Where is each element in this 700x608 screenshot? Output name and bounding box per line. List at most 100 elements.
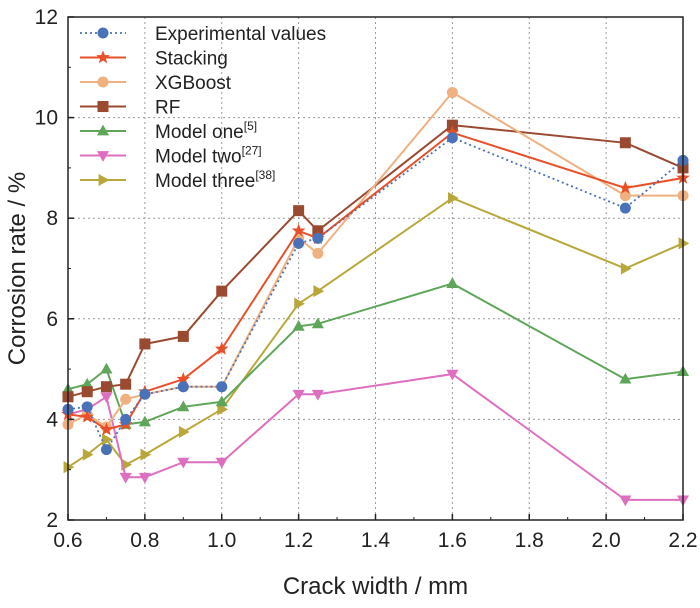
legend-label-text: RF <box>155 98 180 119</box>
data-point-circle <box>177 381 189 393</box>
data-point-triangle-right <box>678 237 690 250</box>
legend-label: RF <box>155 98 180 119</box>
legend-label: Model three[38] <box>155 168 275 192</box>
axis-ticks: 0.6 0.8 1.0 1.2 1.4 1.6 1.8 2.0 2.2 2 4 6 8 10 12 <box>35 6 698 552</box>
data-point-triangle-down <box>96 151 110 162</box>
data-point-triangle-down <box>215 457 228 469</box>
data-point-triangle-right <box>620 262 632 275</box>
legend-label-superscript: [27] <box>242 144 262 158</box>
legend-entry: Model one[5] <box>80 119 257 143</box>
data-point-triangle-up <box>138 415 151 427</box>
data-point-circle <box>120 393 132 405</box>
data-point-triangle-right <box>98 173 110 187</box>
legend-label: Model two[27] <box>155 144 262 168</box>
series-rf <box>62 119 689 403</box>
x-tick-label: 0.8 <box>130 529 159 552</box>
legend-label-superscript: [5] <box>244 119 257 133</box>
x-tick-label: 1.2 <box>284 529 313 552</box>
data-point-circle <box>446 132 458 144</box>
data-point-square <box>120 378 132 390</box>
data-point-triangle-up <box>311 317 324 329</box>
data-point-triangle-down <box>119 472 132 484</box>
x-tick-label: 1.8 <box>515 529 544 552</box>
series-model-one <box>61 277 690 429</box>
x-tick-label: 2.2 <box>668 529 697 552</box>
legend-entry: Model two[27] <box>80 144 262 168</box>
data-point-circle <box>619 190 631 202</box>
legend-label-text: Experimental values <box>155 24 326 45</box>
data-point-triangle-down <box>311 389 324 401</box>
data-point-triangle-right <box>82 448 94 461</box>
y-tick-label: 2 <box>46 509 58 532</box>
data-point-star <box>291 223 306 237</box>
data-point-square <box>177 330 189 342</box>
data-point-triangle-right <box>140 448 152 461</box>
data-point-triangle-up <box>177 400 190 412</box>
y-tick-label: 12 <box>35 6 58 29</box>
y-tick-label: 6 <box>46 308 58 331</box>
data-point-square <box>619 137 631 149</box>
data-point-triangle-right <box>447 192 459 205</box>
legend-label: Experimental values <box>155 24 326 45</box>
data-point-circle <box>312 232 324 244</box>
data-point-star <box>96 50 110 64</box>
legend-entry: Stacking <box>80 49 228 70</box>
series-line <box>67 373 683 501</box>
data-point-triangle-up <box>215 395 228 407</box>
data-point-star <box>80 409 95 423</box>
legend-label: Stacking <box>155 49 228 70</box>
data-point-triangle-down <box>138 472 151 484</box>
legend-entry: Experimental values <box>80 24 326 45</box>
data-point-circle <box>139 388 151 400</box>
data-point-triangle-right <box>294 297 305 310</box>
data-point-square <box>139 338 151 350</box>
legend-entry: RF <box>80 98 180 119</box>
data-point-circle <box>619 202 631 214</box>
legend-entry: XGBoost <box>80 73 232 94</box>
x-tick-label: 1.6 <box>438 529 467 552</box>
series-layer <box>61 86 690 507</box>
series-model-three <box>63 192 690 474</box>
y-axis-title: Corrosion rate / % <box>4 172 31 365</box>
data-point-square <box>293 205 305 217</box>
x-tick-label: 0.6 <box>53 529 82 552</box>
data-point-triangle-up <box>619 372 632 384</box>
data-point-star <box>99 422 114 436</box>
legend-label-superscript: [38] <box>255 168 275 182</box>
data-point-triangle-down <box>619 495 632 507</box>
data-point-triangle-up <box>100 362 113 374</box>
x-tick-label: 1.0 <box>207 529 236 552</box>
legend-entry: Model three[38] <box>80 168 275 192</box>
data-point-triangle-up <box>96 124 110 136</box>
data-point-triangle-down <box>177 457 190 469</box>
x-tick-label: 1.4 <box>361 529 391 552</box>
data-point-circle <box>100 444 112 456</box>
legend-label: Model one[5] <box>155 119 257 143</box>
data-point-triangle-up <box>446 277 459 288</box>
data-point-square <box>100 381 112 393</box>
data-point-circle <box>312 247 324 259</box>
data-point-square <box>312 225 324 237</box>
data-point-triangle-up <box>81 377 94 389</box>
data-point-triangle-down <box>446 369 459 381</box>
legend-label: XGBoost <box>155 73 232 94</box>
data-point-square <box>81 386 93 398</box>
data-point-circle <box>81 401 93 413</box>
data-point-star <box>214 341 229 355</box>
data-point-triangle-right <box>313 285 325 298</box>
legend-label-text: Stacking <box>155 49 228 70</box>
data-point-square <box>216 285 228 297</box>
data-point-triangle-right <box>63 461 75 474</box>
x-axis-title: Crack width / mm <box>283 573 468 600</box>
legend: Experimental valuesStackingXGBoostRFMode… <box>80 24 326 192</box>
data-point-star <box>618 180 633 194</box>
grid-lines <box>68 17 683 520</box>
legend-label-text: Model three <box>155 171 255 192</box>
y-tick-label: 4 <box>46 408 58 431</box>
y-tick-label: 8 <box>46 207 58 230</box>
data-point-square <box>446 119 458 131</box>
data-point-star <box>176 372 191 385</box>
data-point-circle <box>97 27 109 39</box>
data-point-circle <box>293 237 305 249</box>
